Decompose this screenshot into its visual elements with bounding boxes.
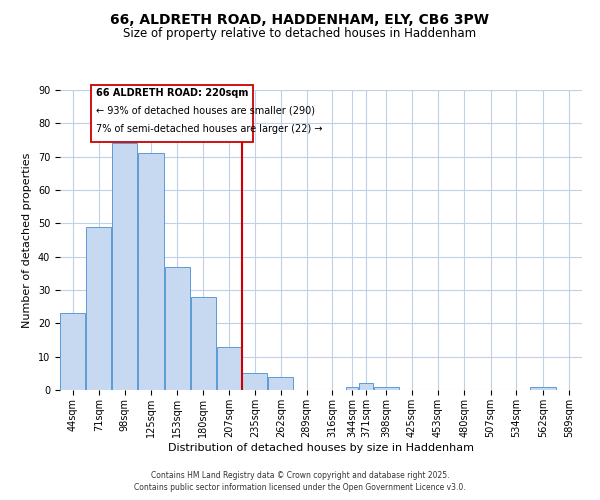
Y-axis label: Number of detached properties: Number of detached properties <box>22 152 32 328</box>
Text: ← 93% of detached houses are smaller (290): ← 93% of detached houses are smaller (29… <box>96 106 315 116</box>
Bar <box>359 384 373 390</box>
Bar <box>112 144 137 390</box>
Bar <box>217 346 242 390</box>
Bar <box>374 386 398 390</box>
Text: 66 ALDRETH ROAD: 220sqm: 66 ALDRETH ROAD: 220sqm <box>96 88 248 98</box>
Text: Contains HM Land Registry data © Crown copyright and database right 2025.: Contains HM Land Registry data © Crown c… <box>151 471 449 480</box>
Text: Size of property relative to detached houses in Haddenham: Size of property relative to detached ho… <box>124 28 476 40</box>
Bar <box>530 386 556 390</box>
Bar <box>165 266 190 390</box>
Bar <box>242 374 268 390</box>
X-axis label: Distribution of detached houses by size in Haddenham: Distribution of detached houses by size … <box>168 442 474 452</box>
Text: Contains public sector information licensed under the Open Government Licence v3: Contains public sector information licen… <box>134 484 466 492</box>
Bar <box>268 376 293 390</box>
Text: 7% of semi-detached houses are larger (22) →: 7% of semi-detached houses are larger (2… <box>96 124 322 134</box>
Bar <box>346 386 358 390</box>
Bar <box>86 226 112 390</box>
Bar <box>191 296 216 390</box>
Text: 66, ALDRETH ROAD, HADDENHAM, ELY, CB6 3PW: 66, ALDRETH ROAD, HADDENHAM, ELY, CB6 3P… <box>110 12 490 26</box>
Bar <box>138 154 164 390</box>
Bar <box>61 314 85 390</box>
